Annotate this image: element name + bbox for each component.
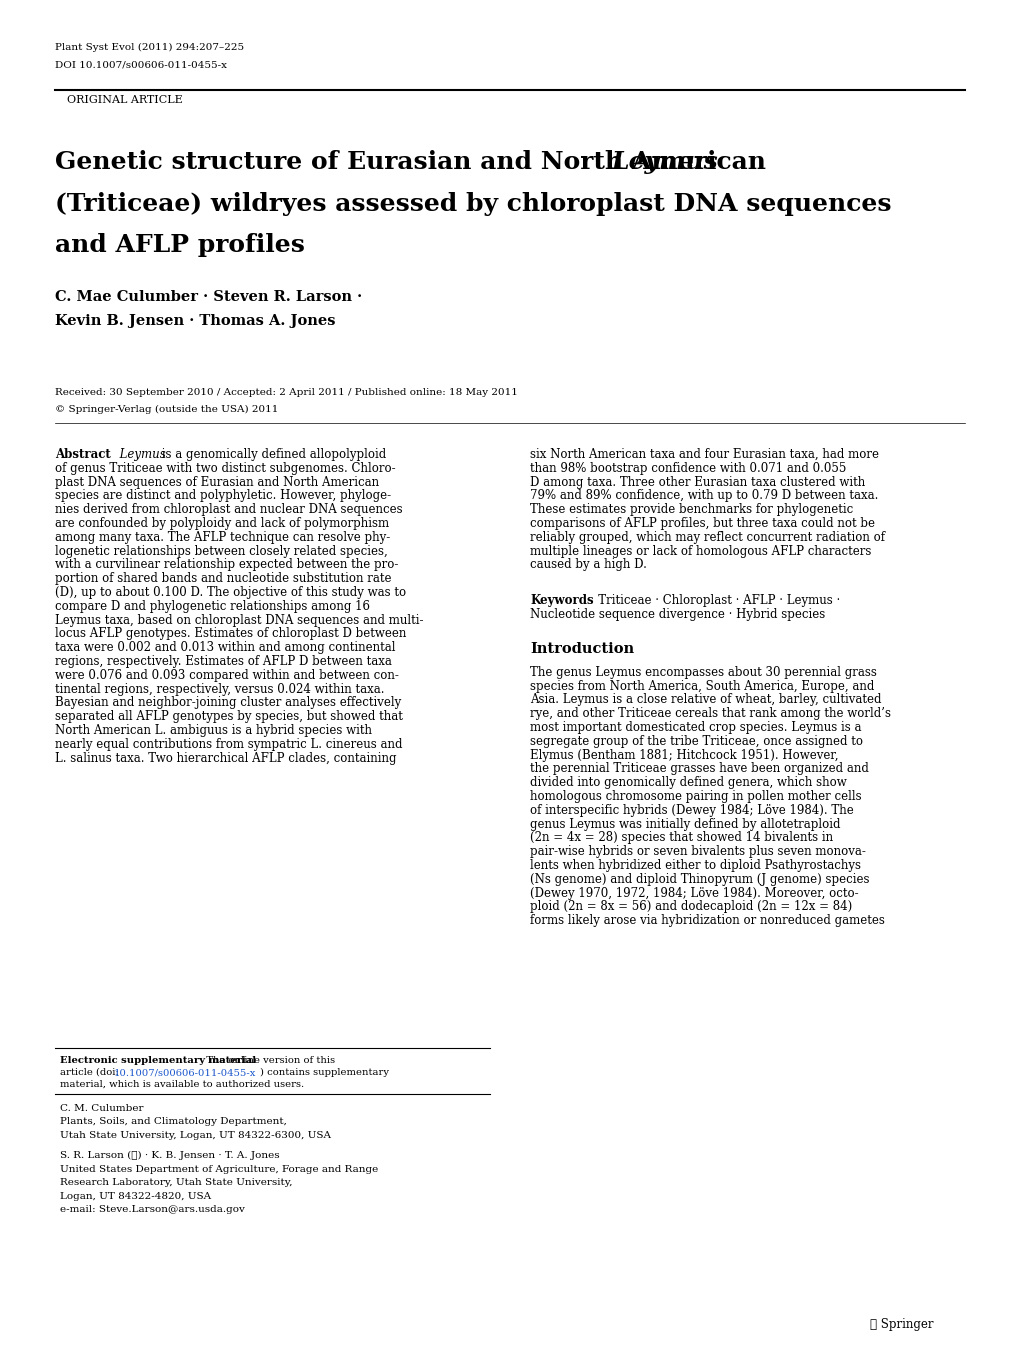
Text: DOI 10.1007/s00606-011-0455-x: DOI 10.1007/s00606-011-0455-x <box>55 60 227 69</box>
Text: (Ns genome) and diploid Thinopyrum (J genome) species: (Ns genome) and diploid Thinopyrum (J ge… <box>530 873 868 886</box>
Text: tinental regions, respectively, versus 0.024 within taxa.: tinental regions, respectively, versus 0… <box>55 683 384 695</box>
Text: (2n = 4x = 28) species that showed 14 bivalents in: (2n = 4x = 28) species that showed 14 bi… <box>530 832 833 844</box>
Text: Bayesian and neighbor-joining cluster analyses effectively: Bayesian and neighbor-joining cluster an… <box>55 696 400 710</box>
Text: six North American taxa and four Eurasian taxa, had more: six North American taxa and four Eurasia… <box>530 449 878 461</box>
Text: S. R. Larson (✉) · K. B. Jensen · T. A. Jones: S. R. Larson (✉) · K. B. Jensen · T. A. … <box>60 1152 279 1160</box>
Text: article (doi:: article (doi: <box>60 1068 119 1077</box>
Text: material, which is available to authorized users.: material, which is available to authoriz… <box>60 1080 304 1089</box>
Text: Logan, UT 84322-4820, USA: Logan, UT 84322-4820, USA <box>60 1192 211 1201</box>
Text: These estimates provide benchmarks for phylogenetic: These estimates provide benchmarks for p… <box>530 503 853 516</box>
Text: Electronic supplementary material: Electronic supplementary material <box>60 1056 256 1065</box>
Text: The genus Leymus encompasses about 30 perennial grass: The genus Leymus encompasses about 30 pe… <box>530 665 876 679</box>
Text: Leymus: Leymus <box>611 150 718 173</box>
Text: D among taxa. Three other Eurasian taxa clustered with: D among taxa. Three other Eurasian taxa … <box>530 476 864 489</box>
Text: Received: 30 September 2010 / Accepted: 2 April 2011 / Published online: 18 May : Received: 30 September 2010 / Accepted: … <box>55 388 518 397</box>
Text: 79% and 89% confidence, with up to 0.79 D between taxa.: 79% and 89% confidence, with up to 0.79 … <box>530 489 877 503</box>
Text: 10.1007/s00606-011-0455-x: 10.1007/s00606-011-0455-x <box>114 1068 256 1077</box>
Text: Triticeae · Chloroplast · AFLP · Leymus ·: Triticeae · Chloroplast · AFLP · Leymus … <box>586 595 840 607</box>
Text: Plants, Soils, and Climatology Department,: Plants, Soils, and Climatology Departmen… <box>60 1118 286 1126</box>
Text: The online version of this: The online version of this <box>200 1056 335 1065</box>
Text: with a curvilinear relationship expected between the pro-: with a curvilinear relationship expected… <box>55 558 398 572</box>
Text: nearly equal contributions from sympatric L. cinereus and: nearly equal contributions from sympatri… <box>55 738 403 751</box>
Text: comparisons of AFLP profiles, but three taxa could not be: comparisons of AFLP profiles, but three … <box>530 518 874 530</box>
Text: e-mail: Steve.Larson@ars.usda.gov: e-mail: Steve.Larson@ars.usda.gov <box>60 1205 245 1214</box>
Text: Research Laboratory, Utah State University,: Research Laboratory, Utah State Universi… <box>60 1179 292 1187</box>
Text: Leymus taxa, based on chloroplast DNA sequences and multi-: Leymus taxa, based on chloroplast DNA se… <box>55 614 423 626</box>
Text: species are distinct and polyphyletic. However, phyloge-: species are distinct and polyphyletic. H… <box>55 489 390 503</box>
Text: compare D and phylogenetic relationships among 16: compare D and phylogenetic relationships… <box>55 600 370 612</box>
Text: Kevin B. Jensen · Thomas A. Jones: Kevin B. Jensen · Thomas A. Jones <box>55 314 335 328</box>
Text: North American L. ambiguus is a hybrid species with: North American L. ambiguus is a hybrid s… <box>55 724 372 737</box>
Text: multiple lineages or lack of homologous AFLP characters: multiple lineages or lack of homologous … <box>530 545 870 558</box>
Text: most important domesticated crop species. Leymus is a: most important domesticated crop species… <box>530 721 861 734</box>
Text: L. salinus taxa. Two hierarchical AFLP clades, containing: L. salinus taxa. Two hierarchical AFLP c… <box>55 752 396 764</box>
Text: taxa were 0.002 and 0.013 within and among continental: taxa were 0.002 and 0.013 within and amo… <box>55 641 395 654</box>
Text: pair-wise hybrids or seven bivalents plus seven monova-: pair-wise hybrids or seven bivalents plu… <box>530 846 865 858</box>
Text: © Springer-Verlag (outside the USA) 2011: © Springer-Verlag (outside the USA) 2011 <box>55 405 278 415</box>
Text: logenetic relationships between closely related species,: logenetic relationships between closely … <box>55 545 387 558</box>
Text: Nucleotide sequence divergence · Hybrid species: Nucleotide sequence divergence · Hybrid … <box>530 608 824 621</box>
Text: caused by a high D.: caused by a high D. <box>530 558 646 572</box>
Text: Elymus (Bentham 1881; Hitchcock 1951). However,: Elymus (Bentham 1881; Hitchcock 1951). H… <box>530 748 838 762</box>
Text: species from North America, South America, Europe, and: species from North America, South Americ… <box>530 680 873 692</box>
Text: divided into genomically defined genera, which show: divided into genomically defined genera,… <box>530 776 846 789</box>
Text: reliably grouped, which may reflect concurrent radiation of: reliably grouped, which may reflect conc… <box>530 531 884 543</box>
Text: regions, respectively. Estimates of AFLP D between taxa: regions, respectively. Estimates of AFLP… <box>55 654 391 668</box>
Text: Utah State University, Logan, UT 84322-6300, USA: Utah State University, Logan, UT 84322-6… <box>60 1131 331 1140</box>
Text: Ⓢ Springer: Ⓢ Springer <box>869 1318 932 1331</box>
Text: portion of shared bands and nucleotide substitution rate: portion of shared bands and nucleotide s… <box>55 572 391 585</box>
Text: Plant Syst Evol (2011) 294:207–225: Plant Syst Evol (2011) 294:207–225 <box>55 43 244 51</box>
Text: nies derived from chloroplast and nuclear DNA sequences: nies derived from chloroplast and nuclea… <box>55 503 403 516</box>
Text: Leymus: Leymus <box>106 449 166 461</box>
Text: were 0.076 and 0.093 compared within and between con-: were 0.076 and 0.093 compared within and… <box>55 669 398 682</box>
Text: among many taxa. The AFLP technique can resolve phy-: among many taxa. The AFLP technique can … <box>55 531 390 543</box>
Text: Genetic structure of Eurasian and North American: Genetic structure of Eurasian and North … <box>55 150 774 173</box>
Text: separated all AFLP genotypes by species, but showed that: separated all AFLP genotypes by species,… <box>55 710 403 724</box>
Text: of interspecific hybrids (Dewey 1984; Löve 1984). The: of interspecific hybrids (Dewey 1984; Lö… <box>530 804 853 817</box>
Text: than 98% bootstrap confidence with 0.071 and 0.055: than 98% bootstrap confidence with 0.071… <box>530 462 846 474</box>
Text: ORIGINAL ARTICLE: ORIGINAL ARTICLE <box>67 95 182 104</box>
Text: (Triticeae) wildryes assessed by chloroplast DNA sequences: (Triticeae) wildryes assessed by chlorop… <box>55 192 891 215</box>
Text: lents when hybridized either to diploid Psathyrostachys: lents when hybridized either to diploid … <box>530 859 860 873</box>
Text: the perennial Triticeae grasses have been organized and: the perennial Triticeae grasses have bee… <box>530 763 868 775</box>
Text: ploid (2n = 8x = 56) and dodecaploid (2n = 12x = 84): ploid (2n = 8x = 56) and dodecaploid (2n… <box>530 901 852 913</box>
Text: Asia. Leymus is a close relative of wheat, barley, cultivated: Asia. Leymus is a close relative of whea… <box>530 694 880 706</box>
Text: and AFLP profiles: and AFLP profiles <box>55 233 305 257</box>
Text: genus Leymus was initially defined by allotetraploid: genus Leymus was initially defined by al… <box>530 817 840 831</box>
Text: C. M. Culumber: C. M. Culumber <box>60 1104 144 1112</box>
Text: Abstract: Abstract <box>55 449 111 461</box>
Text: homologous chromosome pairing in pollen mother cells: homologous chromosome pairing in pollen … <box>530 790 861 804</box>
Text: C. Mae Culumber · Steven R. Larson ·: C. Mae Culumber · Steven R. Larson · <box>55 290 362 304</box>
Text: is a genomically defined allopolyploid: is a genomically defined allopolyploid <box>158 449 386 461</box>
Text: (Dewey 1970, 1972, 1984; Löve 1984). Moreover, octo-: (Dewey 1970, 1972, 1984; Löve 1984). Mor… <box>530 886 858 900</box>
Text: Keywords: Keywords <box>530 595 593 607</box>
Text: forms likely arose via hybridization or nonreduced gametes: forms likely arose via hybridization or … <box>530 915 884 927</box>
Text: ) contains supplementary: ) contains supplementary <box>260 1068 388 1077</box>
Text: (D), up to about 0.100 D. The objective of this study was to: (D), up to about 0.100 D. The objective … <box>55 585 406 599</box>
Text: plast DNA sequences of Eurasian and North American: plast DNA sequences of Eurasian and Nort… <box>55 476 379 489</box>
Text: are confounded by polyploidy and lack of polymorphism: are confounded by polyploidy and lack of… <box>55 518 388 530</box>
Text: rye, and other Triticeae cereals that rank among the world’s: rye, and other Triticeae cereals that ra… <box>530 707 891 721</box>
Text: Introduction: Introduction <box>530 642 634 656</box>
Text: locus AFLP genotypes. Estimates of chloroplast D between: locus AFLP genotypes. Estimates of chlor… <box>55 627 406 641</box>
Text: segregate group of the tribe Triticeae, once assigned to: segregate group of the tribe Triticeae, … <box>530 734 862 748</box>
Text: of genus Triticeae with two distinct subgenomes. Chloro-: of genus Triticeae with two distinct sub… <box>55 462 395 474</box>
Text: United States Department of Agriculture, Forage and Range: United States Department of Agriculture,… <box>60 1165 378 1173</box>
